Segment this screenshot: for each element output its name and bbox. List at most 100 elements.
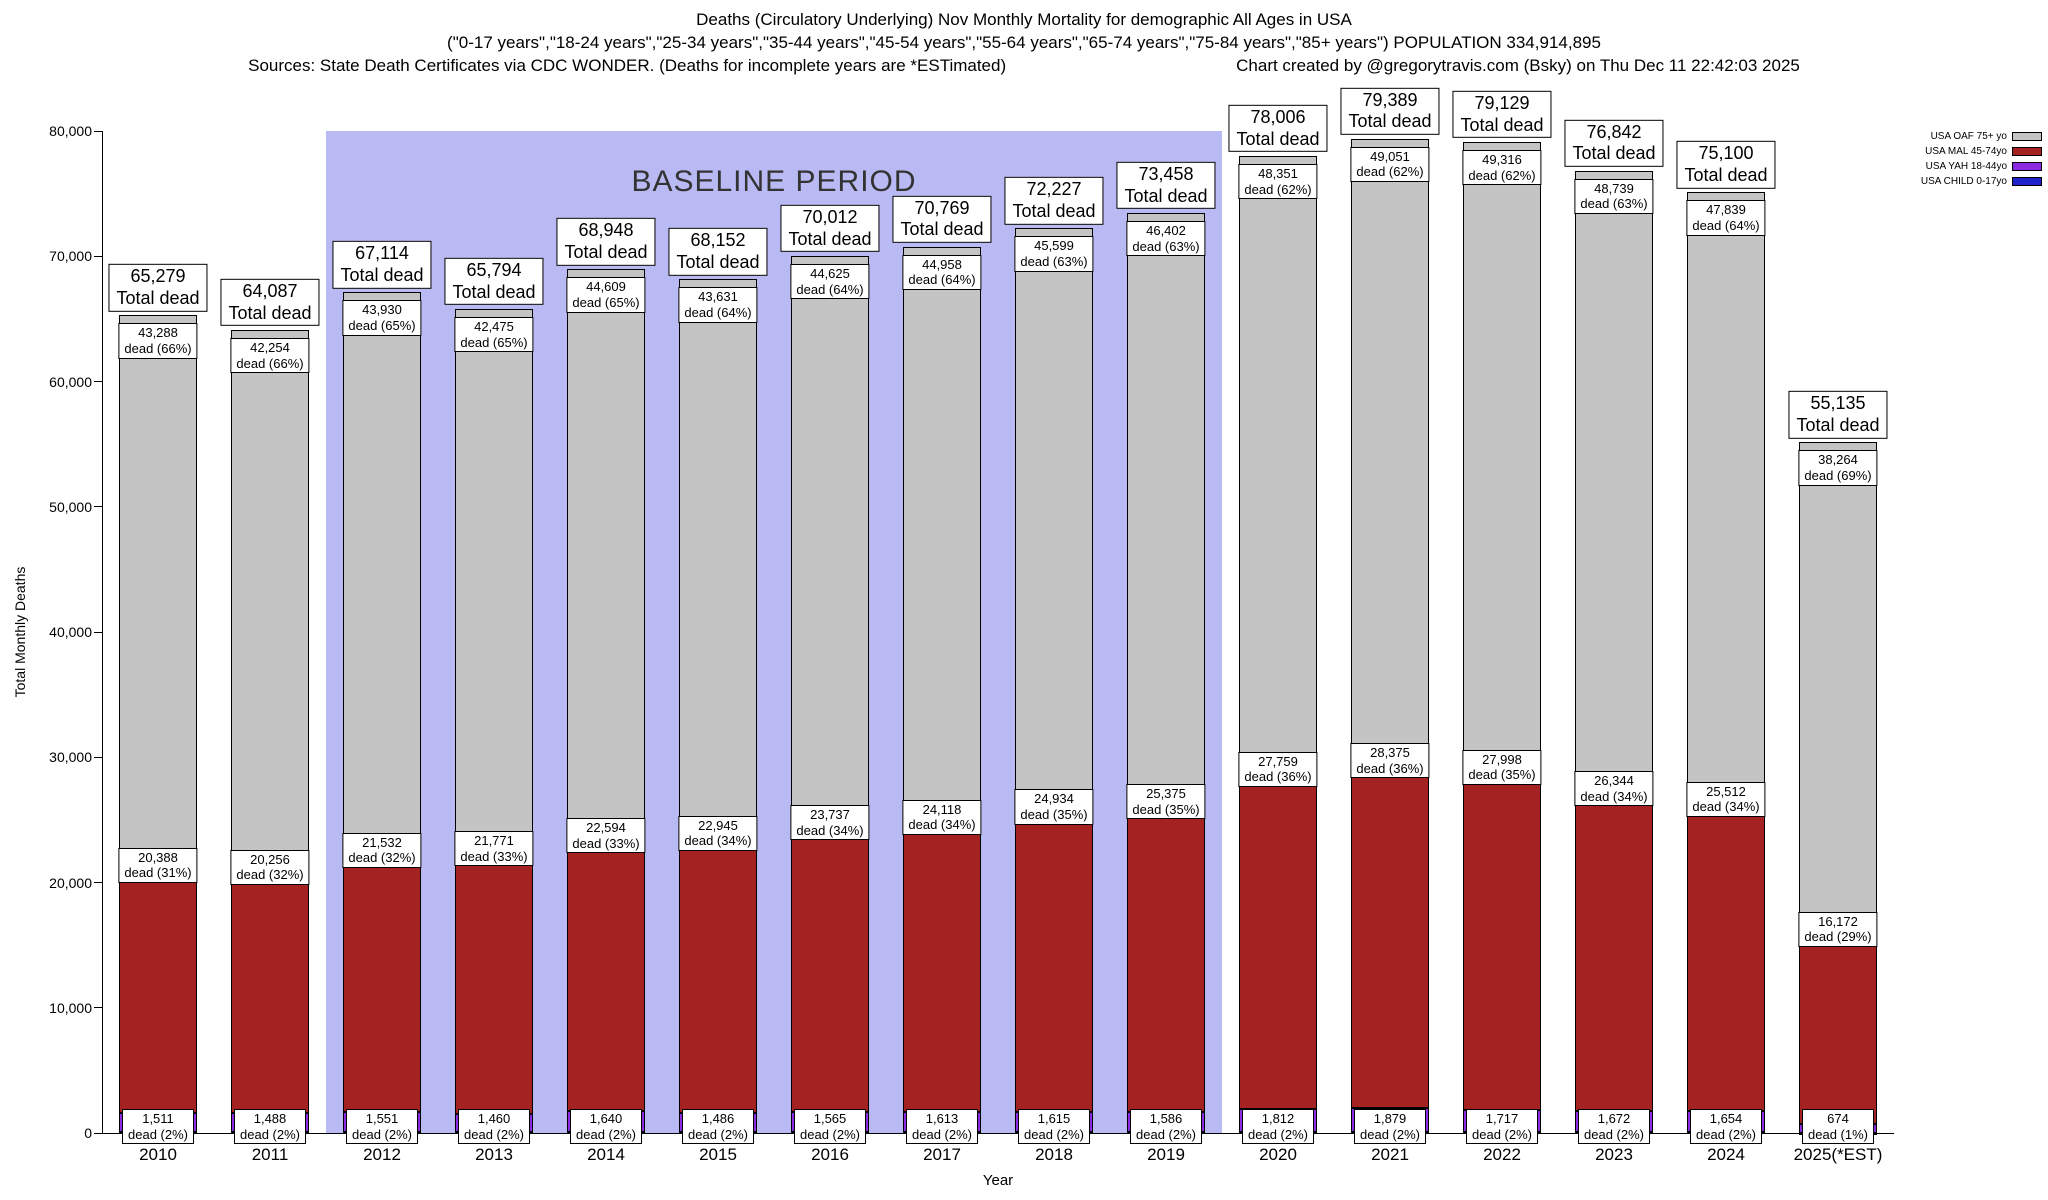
baseline-period-label: BASELINE PERIOD [631,165,917,198]
legend-item-1: USA MAL 45-74yo [1921,145,2042,158]
mal-label-2015: 22,945 dead (34%) [678,815,758,852]
desc-line: dead (65%) [572,295,640,311]
value-line: 24,118 [922,801,962,817]
bar-2017-oaf [903,246,981,810]
value-line: 68,948 [578,220,634,241]
value-line: 64,087 [242,281,298,302]
value-line: 1,511 [142,1111,174,1126]
desc-line: dead (2%) [1024,1126,1084,1142]
value-line: 73,458 [1138,163,1194,184]
desc-line: dead (34%) [684,833,752,849]
total-label-2023: 76,842 Total dead [1564,119,1664,167]
x-category-label-2011: 2011 [251,1145,289,1164]
legend-swatch-icon [2012,147,2042,156]
oaf-label-2015: 43,631 dead (64%) [678,287,758,323]
desc-line: dead (2%) [1360,1126,1420,1142]
bar-2013-mal [455,840,533,1114]
bar-2020-oaf [1239,155,1317,762]
y-tick-label: 20,000 [49,874,92,891]
bar-2022-mal [1463,759,1541,1111]
value-line: 1,615 [1037,1111,1071,1126]
value-line: 55,135 [1810,393,1866,414]
y-tick-mark [94,631,102,633]
mal-label-2013: 21,771 dead (33%) [454,830,534,867]
x-category-label-2023: 2023 [1595,1145,1633,1164]
y-tick-label: 80,000 [49,123,92,139]
oaf-label-2016: 44,625 dead (64%) [790,264,870,300]
bar-2010-mal [119,857,197,1113]
total-label-2024: 75,100 Total dead [1676,141,1776,189]
desc-line: dead (62%) [1356,164,1424,180]
x-category-label-2015: 2015 [699,1145,737,1164]
chart-credit-note: Chart created by @gregorytravis.com (Bsk… [1236,56,1800,75]
bar-2011-oaf [231,330,309,860]
desc-line: dead (63%) [1020,253,1088,269]
bar-2019-oaf [1127,212,1205,795]
value-line: 674 [1827,1111,1849,1126]
value-line: 1,812 [1261,1111,1295,1126]
desc-line: Total dead [788,228,872,249]
bar-2025(*EST)-oaf [1799,442,1877,922]
yah-label-2016: 1,565 dead (2%) [794,1109,866,1145]
value-line: 49,316 [1482,151,1522,167]
value-line: 22,594 [586,820,626,836]
legend-item-3: USA CHILD 0-17yo [1921,175,2042,188]
x-category-label-2010: 2010 [139,1145,177,1164]
bar-2023-oaf [1575,170,1653,781]
desc-line: dead (65%) [460,334,528,350]
x-category-label-2018: 2018 [1035,1145,1073,1164]
yah-label-2018: 1,615 dead (2%) [1018,1109,1090,1145]
y-tick-label: 30,000 [49,749,92,766]
x-category-label-2024: 2024 [1707,1145,1745,1164]
desc-line: dead (64%) [796,281,864,297]
bar-2021-oaf [1351,138,1429,753]
legend-swatch-icon [2012,177,2042,186]
desc-line: dead (2%) [1472,1126,1532,1142]
bar-2015-mal [679,825,757,1114]
yah-label-2019: 1,586 dead (2%) [1130,1109,1202,1145]
y-tick-label: 60,000 [49,373,92,390]
oaf-label-2010: 43,288 dead (66%) [118,323,198,359]
desc-line: dead (33%) [460,848,528,864]
bar-2011-mal [231,859,309,1114]
bar-2016-mal [791,815,869,1113]
desc-line: Total dead [340,264,424,285]
y-axis-title: Total Monthly Deaths [12,566,28,698]
yah-label-2012: 1,551 dead (2%) [346,1109,418,1145]
legend-swatch-icon [2012,162,2042,171]
oaf-label-2021: 49,051 dead (62%) [1350,146,1430,182]
desc-line: dead (2%) [128,1126,188,1142]
legend-item-2: USA YAH 18-44yo [1921,160,2042,173]
desc-line: Total dead [564,241,648,262]
bar-2014-oaf [567,269,645,829]
value-line: 44,958 [922,256,962,272]
y-tick-mark [94,1007,102,1009]
y-tick-mark [94,1132,102,1134]
legend-swatch-icon [2012,132,2042,141]
y-tick-label: 10,000 [49,999,92,1016]
yah-label-2020: 1,812 dead (2%) [1242,1109,1314,1145]
value-line: 68,152 [690,230,746,251]
mal-label-2014: 22,594 dead (33%) [566,818,646,854]
value-line: 1,879 [1373,1111,1407,1126]
desc-line: dead (64%) [684,304,752,320]
desc-line: dead (31%) [124,865,192,881]
value-line: 43,288 [138,325,178,341]
y-tick-label: 0 [84,1125,92,1141]
chart-title-line1: Deaths (Circulatory Underlying) Nov Mont… [696,10,1352,29]
yah-label-2024: 1,654 dead (2%) [1690,1109,1762,1145]
yah-label-2015: 1,486 dead (2%) [682,1109,754,1145]
desc-line: dead (2%) [464,1126,524,1142]
value-line: 46,402 [1146,222,1186,238]
desc-line: dead (36%) [1244,769,1312,785]
mal-label-2025(*EST): 16,172 dead (29%) [1798,911,1878,947]
desc-line: dead (34%) [796,822,864,838]
value-line: 1,613 [925,1111,959,1126]
desc-line: Total dead [900,219,984,240]
value-line: 38,264 [1818,452,1858,468]
mal-label-2018: 24,934 dead (35%) [1014,789,1094,825]
oaf-label-2017: 44,958 dead (64%) [902,254,982,290]
value-line: 48,351 [1258,165,1298,181]
x-category-label-2016: 2016 [811,1145,849,1164]
